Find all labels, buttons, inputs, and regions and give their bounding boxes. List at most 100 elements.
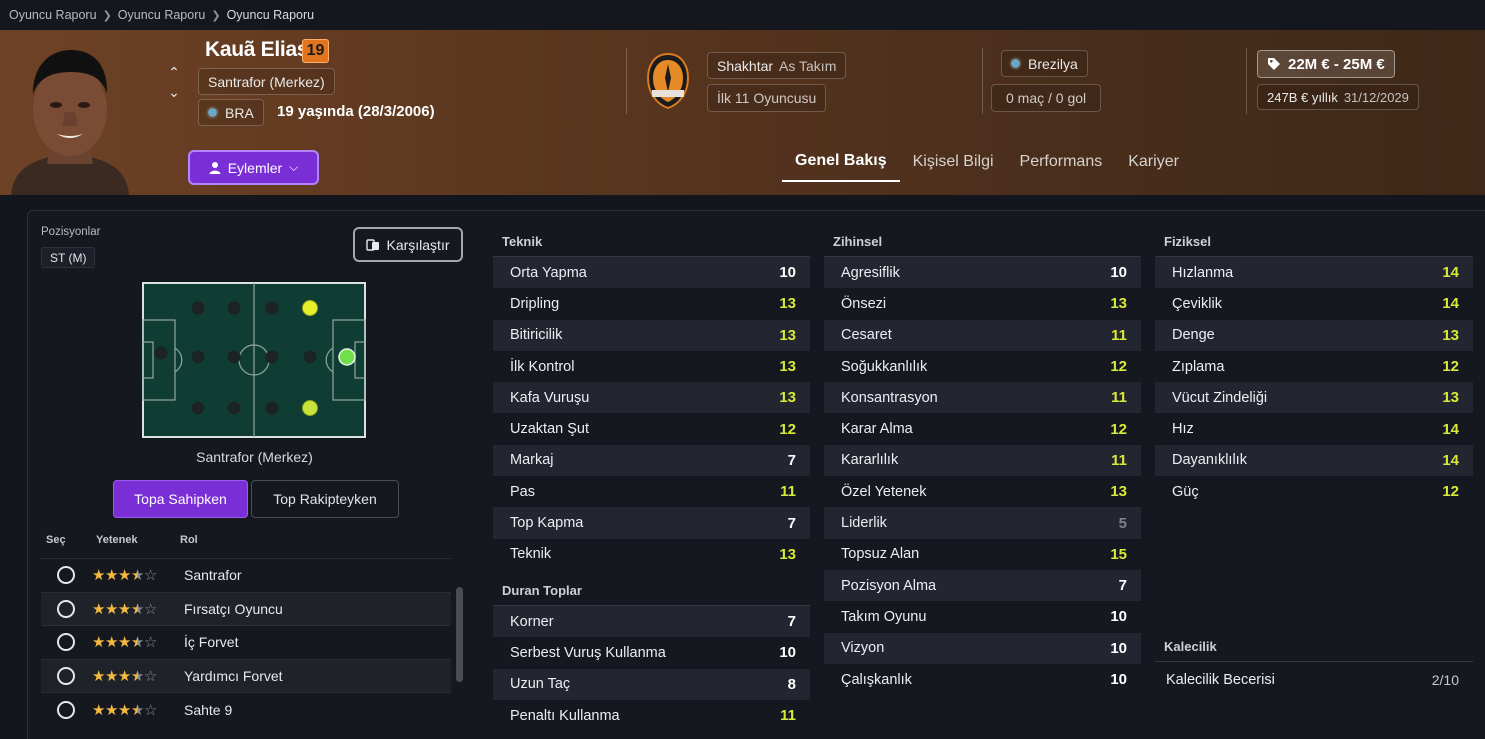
attribute-value: 10 — [1110, 671, 1127, 688]
role-radio[interactable] — [57, 667, 75, 686]
attribute-value: 14 — [1442, 451, 1459, 469]
chevron-up-icon[interactable]: ⌃ — [168, 64, 180, 80]
attribute-value: 10 — [779, 264, 796, 282]
attribute-name: Agresiflik — [841, 264, 900, 281]
attribute-row: Denge 13 — [1155, 319, 1473, 351]
set-pieces-header: Duran Toplar — [493, 570, 810, 606]
star-rating: ★★★★☆ — [92, 633, 184, 651]
breadcrumb-item[interactable]: Oyuncu Raporu — [9, 8, 97, 22]
attribute-row: Hız 14 — [1155, 413, 1473, 444]
role-row[interactable]: ★★★★☆ İç Forvet — [41, 625, 451, 659]
star-full-icon: ★ — [92, 600, 105, 618]
divider — [1246, 48, 1247, 114]
attribute-value: 12 — [1442, 483, 1459, 501]
pitch-caption: Santrafor (Merkez) — [196, 449, 313, 465]
role-row[interactable]: ★★★★☆ Santrafor — [41, 558, 451, 592]
attribute-name: Orta Yapma — [510, 264, 587, 281]
profile-tabs: Genel Bakış Kişisel Bilgi Performans Kar… — [782, 142, 1192, 182]
breadcrumb-item[interactable]: Oyuncu Raporu — [117, 8, 206, 22]
attribute-name: Korner — [510, 613, 554, 630]
flag-icon — [208, 108, 217, 117]
role-row[interactable]: ★★★★☆ Sahte 9 — [41, 692, 451, 726]
attribute-name: Önsezi — [841, 295, 887, 312]
attribute-name: Markaj — [510, 452, 554, 469]
role-row[interactable]: ★★★★☆ Fırsatçı Oyuncu — [41, 591, 451, 626]
mental-list: Agresiflik 10 Önsezi 13 Cesaret 11 Soğukkanlıl… — [824, 257, 1141, 695]
technical-header: Teknik — [493, 227, 810, 257]
attribute-row: Çeviklik 14 — [1155, 288, 1473, 319]
role-radio[interactable] — [57, 700, 75, 719]
attribute-row: Agresiflik 10 — [824, 257, 1141, 289]
in-possession-button[interactable]: Topa Sahipken — [113, 480, 248, 518]
goalkeeping-item-name: Kalecilik Becerisi — [1166, 672, 1275, 688]
position-pitch — [142, 282, 366, 438]
compare-button[interactable]: Karşılaştır — [353, 227, 463, 262]
compare-label: Karşılaştır — [386, 236, 450, 253]
tab-career[interactable]: Kariyer — [1128, 153, 1179, 170]
chevron-down-icon[interactable]: ⌄ — [168, 84, 180, 100]
mental-attributes: Zihinsel Agresiflik 10 Önsezi 13 Cesaret 11 So… — [824, 227, 1141, 695]
role-radio[interactable] — [57, 566, 75, 585]
star-full-icon: ★ — [104, 668, 118, 686]
role-radio[interactable] — [57, 633, 75, 652]
actions-button[interactable]: Eylemler ⌵ — [188, 150, 319, 185]
attribute-name: Konsantrasyon — [841, 389, 938, 406]
attribute-row: Güç 12 — [1155, 476, 1473, 507]
attribute-name: Penaltı Kullanma — [510, 707, 620, 724]
tab-overview[interactable]: Genel Bakış — [782, 142, 900, 182]
star-rating: ★★★★☆ — [92, 667, 184, 685]
attribute-name: Cesaret — [841, 327, 892, 344]
attribute-name: Pozisyon Alma — [841, 577, 937, 594]
star-half-icon: ★ — [130, 668, 144, 686]
star-half-icon: ★ — [130, 634, 144, 652]
attribute-row: Teknik 13 — [493, 539, 810, 570]
attribute-value: 7 — [1118, 577, 1127, 595]
attribute-row: Pas 11 — [493, 476, 810, 507]
country-pill[interactable]: Brezilya — [1001, 50, 1088, 77]
attribute-value: 14 — [1442, 264, 1459, 282]
attribute-value: 12 — [1110, 358, 1127, 376]
role-radio[interactable] — [57, 599, 75, 618]
star-empty-icon: ☆ — [143, 634, 157, 652]
attribute-value: 14 — [1442, 295, 1459, 313]
star-full-icon: ★ — [117, 668, 131, 686]
attribute-name: Bitiricilik — [510, 327, 563, 344]
nationality-code: BRA — [225, 104, 254, 121]
tab-personal-info[interactable]: Kişisel Bilgi — [912, 153, 994, 170]
goalkeeping-item-value: 2/10 — [1431, 672, 1459, 688]
attribute-row: Hızlanma 14 — [1155, 257, 1473, 289]
role-name: Yardımcı Forvet — [184, 668, 283, 685]
attribute-name: Hız — [1172, 421, 1194, 438]
breadcrumb-item-current: Oyuncu Raporu — [226, 8, 315, 22]
out-of-possession-button[interactable]: Top Rakipteyken — [251, 480, 399, 518]
star-full-icon: ★ — [92, 668, 105, 686]
goalkeeping-header: Kalecilik — [1155, 632, 1473, 662]
role-list-scrollbar[interactable] — [456, 587, 463, 682]
star-full-icon: ★ — [92, 701, 105, 719]
role-row[interactable]: ★★★★☆ Yardımcı Forvet — [41, 658, 451, 693]
club-pill[interactable]: Shakhtar As Takım — [707, 52, 847, 79]
role-name: İç Forvet — [184, 634, 239, 651]
role-list: ★★★★☆ Santrafor ★★★★☆ Fırsatçı Oyuncu ★★★★☆ İ… — [41, 558, 451, 726]
wage-text: 247B € yıllık — [1267, 89, 1338, 105]
attribute-name: Zıplama — [1172, 358, 1225, 375]
squad-role-pill: İlk 11 Oyuncusu — [707, 84, 827, 112]
attribute-row: Takım Oyunu 10 — [824, 601, 1141, 632]
attribute-row: Zıplama 12 — [1155, 351, 1473, 382]
star-rating: ★★★★☆ — [92, 566, 184, 584]
attribute-name: Güç — [1172, 483, 1199, 500]
attribute-row: İlk Kontrol 13 — [493, 351, 810, 382]
star-empty-icon: ☆ — [143, 600, 157, 618]
attribute-value: 12 — [779, 420, 796, 438]
attribute-name: Teknik — [510, 546, 552, 563]
chevron-down-icon: ⌵ — [289, 160, 299, 174]
player-header: ⌃ ⌄ Kauã Elias 19 Santrafor (Merkez) BRA… — [0, 30, 1485, 195]
star-full-icon: ★ — [104, 701, 118, 719]
tab-performance[interactable]: Performans — [1019, 153, 1103, 170]
attribute-row: Vizyon 10 — [824, 632, 1141, 664]
attribute-value: 7 — [787, 451, 796, 469]
attribute-row: Uzun Taç 8 — [493, 668, 810, 700]
attribute-row: Bitiricilik 13 — [493, 319, 810, 351]
attribute-value: 11 — [1111, 389, 1127, 407]
club-squad: As Takım — [779, 57, 837, 74]
